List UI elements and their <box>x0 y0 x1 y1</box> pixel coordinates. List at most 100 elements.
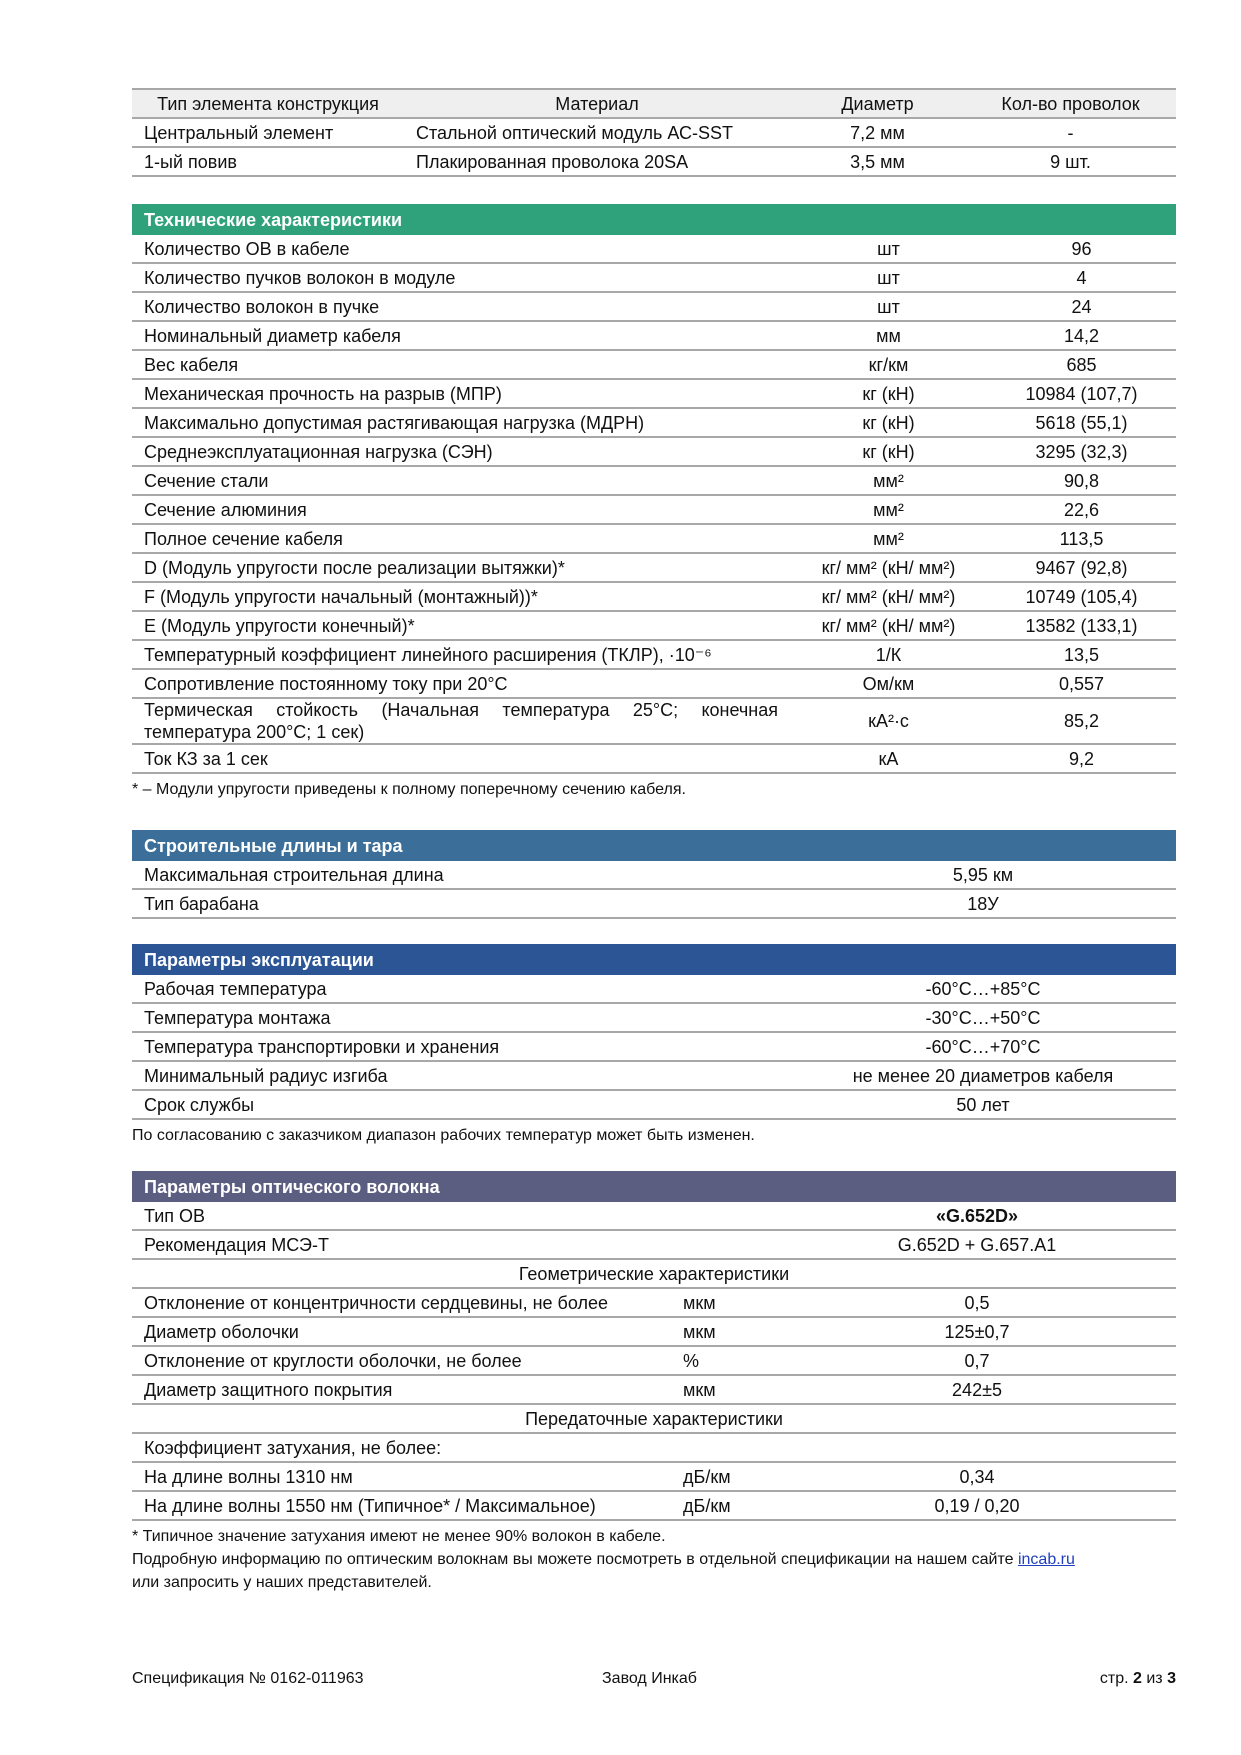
table-row: Срок службы 50 лет <box>132 1090 1177 1120</box>
table-row: Коэффициент затухания, не более: <box>132 1433 1177 1463</box>
cell: 242±5 <box>778 1375 1177 1405</box>
cell: Температура транспортировки и хранения <box>132 1032 790 1062</box>
cell: кг (кН) <box>790 437 987 467</box>
table-row: Ток КЗ за 1 сек кА 9,2 <box>132 744 1177 774</box>
cell: На длине волны 1310 нм <box>132 1462 671 1492</box>
spec-number: Спецификация № 0162-011963 <box>132 1670 364 1687</box>
table-row: Температурный коэффициент линейного расш… <box>132 640 1177 670</box>
header-row: Тип элемента конструкция Материал Диаметр К… <box>132 88 1176 119</box>
cell: 113,5 <box>987 524 1177 554</box>
cell: -60°С…+85°С <box>790 975 1177 1004</box>
cell: мкм <box>671 1375 778 1405</box>
table-row: Номинальный диаметр кабеля мм 14,2 <box>132 321 1177 351</box>
table-row: Отклонение от концентричности сердцевины… <box>132 1288 1177 1318</box>
table-row: Полное сечение кабеля мм² 113,5 <box>132 524 1177 554</box>
cell: 3,5 мм <box>790 147 965 177</box>
table-row: Минимальный радиус изгиба не менее 20 диа… <box>132 1061 1177 1091</box>
cell: шт <box>790 235 987 264</box>
table-row: На длине волны 1550 нм (Типичное* / Макс… <box>132 1491 1177 1521</box>
cell: мм <box>790 321 987 351</box>
table-row: Рекомендация МСЭ-Т G.652D + G.657.A1 <box>132 1230 1177 1260</box>
cell: Диаметр оболочки <box>132 1317 671 1347</box>
cell: 125±0,7 <box>778 1317 1177 1347</box>
cell: Максимальная строительная длина <box>132 861 790 890</box>
cell: мм² <box>790 495 987 525</box>
cell: - <box>965 118 1176 148</box>
cell: 1/К <box>790 640 987 670</box>
cell: кг (кН) <box>790 408 987 438</box>
table-row: Термическая стойкость (Начальная темпера… <box>132 698 1177 745</box>
cell: кг (кН) <box>790 379 987 409</box>
cell: кА²·с <box>790 698 987 745</box>
cell: Вес кабеля <box>132 350 790 380</box>
cell: 13582 (133,1) <box>987 611 1177 641</box>
section-title: Строительные длины и тара <box>132 830 1176 861</box>
cell: Отклонение от концентричности сердцевины… <box>132 1288 671 1318</box>
table-row: На длине волны 1310 нм дБ/км 0,34 <box>132 1462 1177 1492</box>
cell: Механическая прочность на разрыв (МПР) <box>132 379 790 409</box>
cell: Передаточные характеристики <box>132 1404 1177 1434</box>
cell: Максимально допустимая растягивающая наг… <box>132 408 790 438</box>
table-row: Диаметр защитного покрытия мкм 242±5 <box>132 1375 1177 1405</box>
section-header: Параметры эксплуатации <box>132 944 1177 975</box>
site-link[interactable]: incab.ru <box>1017 1551 1075 1568</box>
section-header: Строительные длины и тара <box>132 830 1176 861</box>
table-row: D (Модуль упругости после реализации выт… <box>132 553 1177 583</box>
cell: дБ/км <box>671 1462 778 1492</box>
cell: Ом/км <box>790 669 987 699</box>
cell: кА <box>790 744 987 774</box>
cell: 14,2 <box>987 321 1177 351</box>
table-row: Среднеэксплуатационная нагрузка (СЭН) кг … <box>132 437 1177 467</box>
cell: Сечение стали <box>132 466 790 496</box>
table-row: Геометрические характеристики <box>132 1259 1177 1289</box>
cell: Минимальный радиус изгиба <box>132 1061 790 1091</box>
cell: мкм <box>671 1288 778 1318</box>
cell: Ток КЗ за 1 сек <box>132 744 790 774</box>
cell: Термическая стойкость (Начальная темпера… <box>132 698 790 745</box>
cell: Плакированная проволока 20SA <box>404 147 790 177</box>
cell: 0,7 <box>778 1346 1177 1376</box>
notes: * Типичное значение затухания имеют не м… <box>132 1525 1176 1594</box>
cell: E (Модуль упругости конечный)* <box>132 611 790 641</box>
cell: 0,34 <box>778 1462 1177 1492</box>
table-row: 1-ый повив Плакированная проволока 20SA 3,… <box>132 147 1176 177</box>
section-title: Параметры оптического волокна <box>132 1171 1177 1202</box>
factory: Завод Инкаб <box>602 1670 697 1687</box>
cell: кг/ мм² (кН/ мм²) <box>790 553 987 583</box>
cell: 96 <box>987 235 1177 264</box>
section-title: Параметры эксплуатации <box>132 944 1177 975</box>
cell: Количество волокон в пучке <box>132 292 790 322</box>
cell: На длине волны 1550 нм (Типичное* / Макс… <box>132 1491 671 1521</box>
column-header: Кол-во проволок <box>965 88 1176 119</box>
cell: 13,5 <box>987 640 1177 670</box>
cell: 90,8 <box>987 466 1177 496</box>
cell: 0,557 <box>987 669 1177 699</box>
table-row: Сопротивление постоянному току при 20°С О… <box>132 669 1177 699</box>
cell: 0,5 <box>778 1288 1177 1318</box>
cell: Рабочая температура <box>132 975 790 1004</box>
cell: F (Модуль упругости начальный (монтажный… <box>132 582 790 612</box>
cell: % <box>671 1346 778 1376</box>
cell: -30°С…+50°С <box>790 1003 1177 1033</box>
operation-section: Параметры эксплуатации Рабочая температур… <box>132 944 1177 1147</box>
cell: Геометрические характеристики <box>132 1259 1177 1289</box>
cell: Центральный элемент <box>132 118 404 148</box>
table-row: Температура транспортировки и хранения -6… <box>132 1032 1177 1062</box>
table: Параметры эксплуатации Рабочая температур… <box>132 944 1177 1120</box>
note-line: Подробную информацию по оптическим волок… <box>132 1548 1176 1571</box>
cell: кг/ мм² (кН/ мм²) <box>790 611 987 641</box>
column-header: Материал <box>404 88 790 119</box>
table-row: Количество пучков волокон в модуле шт 4 <box>132 263 1177 293</box>
page: 2 <box>1133 1670 1142 1687</box>
page-number: стр. 2 из 3 <box>1100 1670 1176 1688</box>
cell: мм² <box>790 524 987 554</box>
table-row: Вес кабеля кг/км 685 <box>132 350 1177 380</box>
section-title: Технические характеристики <box>132 204 1177 235</box>
table-body: Технические характеристики Количество ОВ … <box>132 204 1177 774</box>
cell: G.652D + G.657.A1 <box>778 1230 1177 1260</box>
table-row: F (Модуль упругости начальный (монтажный… <box>132 582 1177 612</box>
cell: Температура монтажа <box>132 1003 790 1033</box>
cell: 1-ый повив <box>132 147 404 177</box>
table-row: Механическая прочность на разрыв (МПР) кг… <box>132 379 1177 409</box>
